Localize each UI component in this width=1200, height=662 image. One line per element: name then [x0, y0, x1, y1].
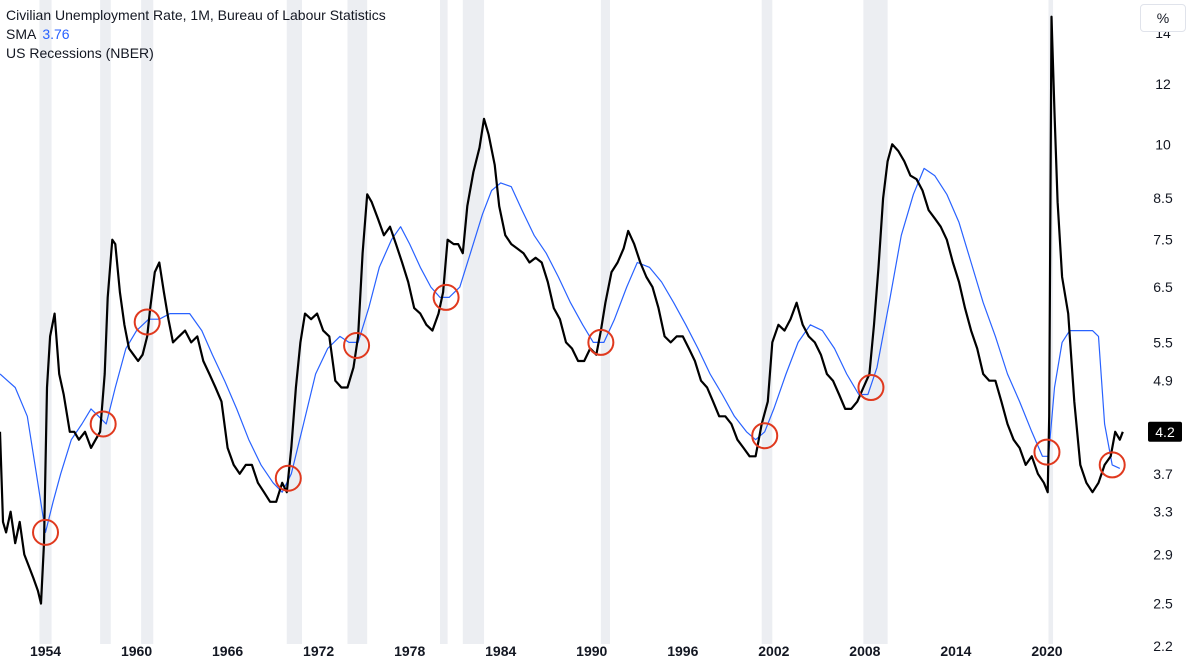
crossover-circle [587, 328, 615, 356]
y-tick-label: 7.5 [1153, 232, 1173, 248]
crossover-circle [32, 518, 60, 546]
unemployment-series [0, 15, 1124, 605]
x-tick-label: 1954 [30, 643, 61, 659]
crossover-circle [343, 331, 371, 359]
crossover-circle [1033, 438, 1061, 466]
x-tick-label: 1990 [576, 643, 607, 659]
y-tick-label: 5.5 [1153, 334, 1173, 350]
chart-title: Civilian Unemployment Rate, 1M, Bureau o… [6, 7, 386, 23]
y-tick-label: 8.5 [1153, 190, 1173, 206]
x-tick-label: 2002 [758, 643, 789, 659]
sma-legend-label: SMA [6, 26, 37, 42]
recession-bands [39, 0, 1054, 644]
x-tick-label: 2020 [1031, 643, 1062, 659]
sma-legend-value: 3.76 [42, 26, 70, 42]
crossover-circle [751, 422, 779, 450]
x-tick-label: 2014 [940, 643, 971, 659]
crossover-circle [857, 374, 885, 402]
x-tick-label: 1978 [394, 643, 425, 659]
crossover-circle [1098, 451, 1126, 479]
y-tick-label: 3.3 [1153, 504, 1173, 520]
x-tick-label: 1966 [212, 643, 243, 659]
recession-band [347, 0, 368, 644]
recession-band [440, 0, 448, 644]
y-tick-label: 2.9 [1153, 546, 1173, 562]
recession-band [39, 0, 52, 644]
recession-band [600, 0, 610, 644]
last-value-label: 4.2 [1155, 424, 1175, 440]
y-tick-label: 2.5 [1153, 596, 1173, 612]
last-value-badge [1148, 421, 1182, 442]
unit-selector[interactable]: % [1140, 4, 1186, 32]
x-tick-label: 1960 [121, 643, 152, 659]
crossover-markers [32, 283, 1126, 546]
x-axis: 1954 1960 1966 1972 1978 1984 1990 1996 2002 2008… [30, 643, 1063, 659]
recession-band [761, 0, 773, 644]
y-tick-label: 10 [1155, 136, 1171, 152]
recession-band [100, 0, 111, 644]
crossover-circle [133, 308, 161, 336]
recession-legend-label: US Recessions (NBER) [6, 45, 154, 61]
x-tick-label: 1996 [667, 643, 698, 659]
x-tick-label: 1984 [485, 643, 516, 659]
recession-band [286, 0, 302, 644]
sma-line [0, 167, 1121, 533]
crossover-circle [89, 410, 117, 438]
unemployment-line [0, 15, 1124, 605]
sma-series [0, 167, 1121, 533]
y-tick-label: 6.5 [1153, 279, 1173, 295]
y-tick-label: 12 [1155, 76, 1171, 92]
y-tick-label: 3.7 [1153, 466, 1173, 482]
crossover-circle [432, 283, 460, 311]
y-tick-label: 2.2 [1153, 638, 1173, 654]
recession-band [462, 0, 485, 644]
recession-band [863, 0, 888, 644]
sma-legend-row: SMA 3.76 [6, 25, 386, 44]
y-tick-label: 4.9 [1153, 373, 1173, 389]
crossover-circle [274, 464, 302, 492]
chart-legend: Civilian Unemployment Rate, 1M, Bureau o… [6, 6, 386, 63]
recession-band [141, 0, 154, 644]
x-tick-label: 1972 [303, 643, 334, 659]
x-tick-label: 2008 [849, 643, 880, 659]
